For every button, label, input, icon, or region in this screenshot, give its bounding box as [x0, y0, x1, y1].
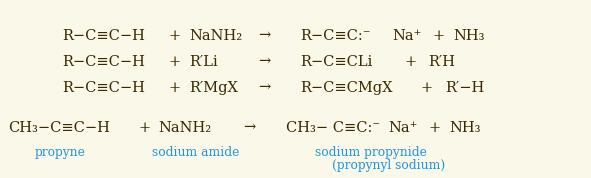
Text: R−C≡C−H: R−C≡C−H: [62, 81, 145, 95]
Text: +: +: [428, 121, 440, 135]
Text: NH₃: NH₃: [449, 121, 480, 135]
Text: +: +: [138, 121, 150, 135]
Text: R′H: R′H: [428, 55, 455, 69]
Text: R−C≡CMgX: R−C≡CMgX: [300, 81, 392, 95]
Text: CH₃−C≡C−H: CH₃−C≡C−H: [8, 121, 110, 135]
Text: propyne: propyne: [35, 146, 86, 159]
Text: R′−H: R′−H: [445, 81, 484, 95]
Text: +: +: [420, 81, 432, 95]
Text: R−C≡C:⁻: R−C≡C:⁻: [300, 29, 371, 43]
Text: sodium propynide: sodium propynide: [315, 146, 427, 159]
Text: →: →: [258, 55, 270, 69]
Text: NaNH₂: NaNH₂: [158, 121, 211, 135]
Text: (propynyl sodium): (propynyl sodium): [332, 159, 445, 172]
Text: +: +: [168, 29, 180, 43]
Text: Na⁺: Na⁺: [392, 29, 421, 43]
Text: →: →: [243, 121, 255, 135]
Text: R−C≡C−H: R−C≡C−H: [62, 29, 145, 43]
Text: R−C≡CLi: R−C≡CLi: [300, 55, 372, 69]
Text: +: +: [168, 55, 180, 69]
Text: →: →: [258, 29, 270, 43]
Text: CH₃− C≡C:⁻: CH₃− C≡C:⁻: [286, 121, 380, 135]
Text: Na⁺: Na⁺: [388, 121, 417, 135]
Text: →: →: [258, 81, 270, 95]
Text: R′Li: R′Li: [189, 55, 217, 69]
Text: R′MgX: R′MgX: [189, 81, 238, 95]
Text: +: +: [432, 29, 444, 43]
Text: NH₃: NH₃: [453, 29, 485, 43]
Text: +: +: [168, 81, 180, 95]
Text: NaNH₂: NaNH₂: [189, 29, 242, 43]
Text: R−C≡C−H: R−C≡C−H: [62, 55, 145, 69]
Text: +: +: [405, 55, 417, 69]
Text: sodium amide: sodium amide: [152, 146, 239, 159]
